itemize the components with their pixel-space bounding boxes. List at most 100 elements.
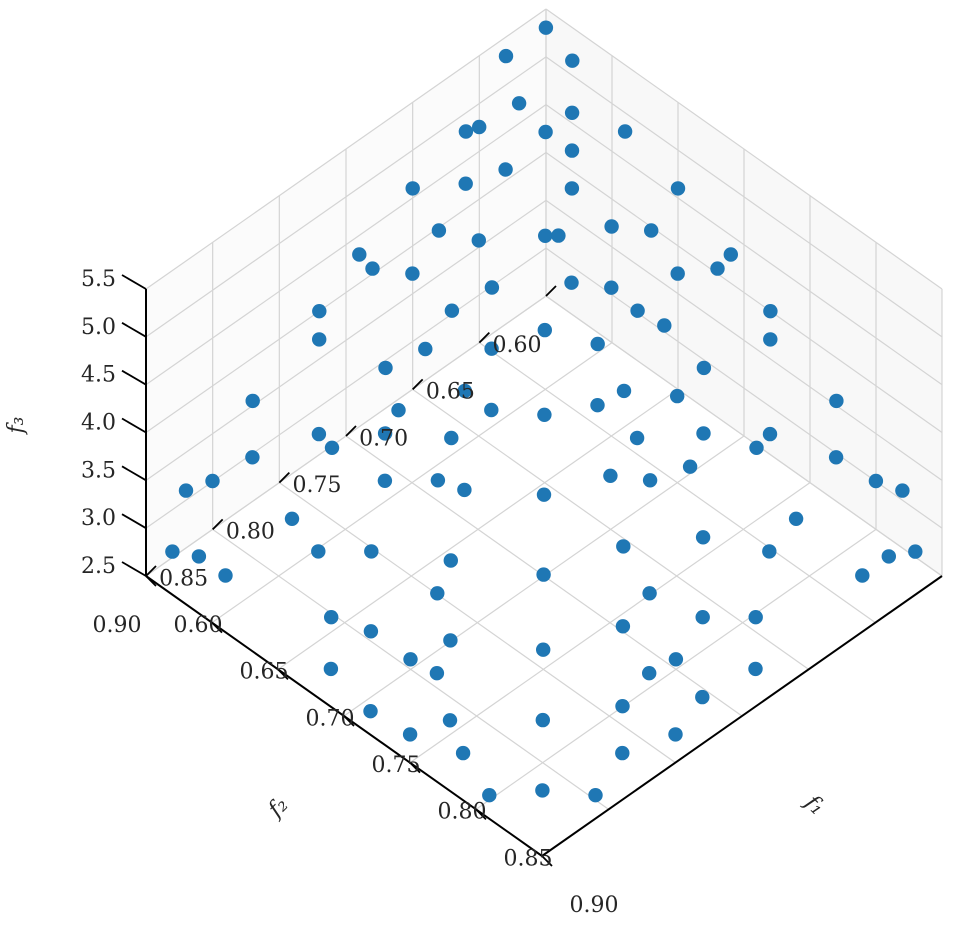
z-axis-title: f₃: [4, 417, 29, 436]
gridline-wall-z: [145, 152, 547, 433]
data-point: [670, 388, 685, 404]
y-tick-mark: [412, 378, 424, 390]
data-point: [695, 689, 710, 705]
x-tick-label: 0.80: [438, 800, 487, 825]
data-point: [311, 544, 326, 559]
gridline-wall-z: [545, 295, 943, 577]
data-point: [191, 549, 207, 564]
data-point: [405, 266, 420, 281]
data-point: [616, 383, 632, 399]
z-tick-mark: [121, 369, 147, 386]
data-point: [642, 666, 657, 681]
data-point: [403, 652, 418, 667]
x-tick-mark: [145, 575, 157, 587]
z-tick-mark: [121, 274, 147, 290]
data-point: [484, 280, 500, 295]
data-point: [430, 586, 445, 601]
data-point: [402, 727, 418, 742]
data-point: [537, 322, 552, 338]
data-point: [471, 233, 486, 248]
data-point: [511, 96, 527, 111]
data-point: [748, 661, 763, 677]
data-point: [536, 487, 552, 502]
y-tick-mark: [545, 285, 557, 297]
y-tick-label: 0.90: [93, 613, 142, 638]
x-tick-label: 0.90: [570, 893, 619, 918]
y-axis-title: f₂: [262, 793, 293, 824]
data-point: [535, 783, 550, 798]
y-tick-mark: [478, 332, 490, 344]
data-point: [538, 124, 553, 140]
gridline-wall-z: [545, 56, 943, 338]
data-point: [630, 303, 645, 318]
data-point: [748, 610, 763, 625]
z-tick-label: 3.5: [81, 458, 116, 483]
data-point: [455, 745, 471, 761]
y-tick-label: 0.70: [359, 426, 408, 451]
data-point: [696, 360, 712, 376]
data-point: [642, 586, 657, 601]
data-point: [642, 473, 658, 488]
x-tick-mark: [211, 622, 223, 634]
data-point: [218, 568, 233, 583]
data-point: [723, 247, 738, 262]
data-point: [668, 727, 683, 742]
data-point: [472, 119, 487, 135]
data-point: [829, 393, 844, 409]
data-point: [363, 704, 378, 719]
gridline-wall-z: [145, 56, 547, 338]
data-point: [670, 266, 685, 281]
data-point: [537, 407, 552, 422]
data-points: [165, 20, 923, 803]
data-point: [324, 440, 340, 455]
data-point: [908, 544, 923, 559]
data-point: [590, 336, 605, 352]
data-point: [352, 247, 367, 262]
data-point: [444, 430, 459, 446]
data-point: [442, 713, 458, 728]
data-point: [418, 341, 433, 357]
data-point: [458, 176, 473, 191]
data-point: [855, 568, 870, 583]
data-point: [695, 610, 710, 625]
data-point: [378, 360, 393, 376]
data-point: [457, 482, 472, 498]
z-tick-label: 5.5: [81, 267, 116, 292]
data-point: [564, 275, 579, 290]
data-point: [377, 426, 393, 441]
gridline-wall-z: [145, 8, 547, 290]
data-point: [763, 332, 778, 347]
x-tick-mark: [541, 855, 553, 867]
data-point: [868, 473, 884, 489]
data-point: [696, 426, 711, 441]
y-tick-label: 0.85: [159, 566, 208, 591]
data-point: [670, 181, 686, 196]
data-point: [312, 304, 327, 319]
data-point: [444, 303, 460, 318]
z-tick-mark: [121, 513, 147, 529]
data-point: [828, 450, 844, 465]
tick-marks: [121, 274, 557, 867]
data-point: [603, 468, 618, 483]
data-point: [564, 181, 580, 196]
data-point: [535, 712, 550, 728]
data-point: [429, 666, 445, 681]
data-point: [749, 440, 764, 455]
gridline-wall-z: [545, 8, 943, 290]
data-point: [668, 652, 684, 667]
data-point: [482, 788, 497, 803]
gridline-wall-z: [545, 199, 943, 481]
data-point: [364, 544, 379, 559]
data-point: [895, 483, 910, 498]
z-tick-mark: [121, 561, 147, 577]
data-point: [710, 261, 725, 276]
z-tick-label: 3.0: [81, 506, 116, 531]
x-tick-label: 0.60: [174, 613, 223, 638]
x-axis-title: f₁: [798, 789, 829, 820]
gridline-wall-z: [145, 104, 547, 386]
data-point: [564, 105, 580, 121]
y-tick-label: 0.60: [493, 333, 542, 358]
data-point: [657, 318, 672, 333]
data-point: [565, 53, 580, 68]
